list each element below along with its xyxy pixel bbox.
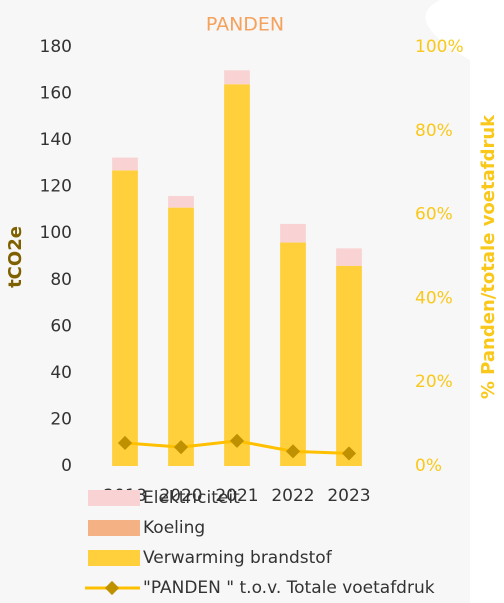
y-tick-label: 180 — [40, 37, 72, 57]
chart-title: PANDEN — [206, 14, 284, 36]
x-tick-label: 2021 — [215, 486, 258, 506]
y-tick-label: 60 — [50, 316, 72, 336]
bar-segment — [224, 84, 250, 466]
x-tick-label: 2022 — [271, 486, 314, 506]
y-tick-label: 100 — [40, 223, 72, 243]
bar-segment — [336, 265, 362, 466]
y-tick-label: 80 — [50, 270, 72, 290]
bar-segment — [280, 242, 306, 466]
line-marker — [229, 433, 245, 448]
y2-tick-label: 40% — [415, 288, 453, 308]
bar-segment — [224, 70, 250, 85]
y-tick-label: 120 — [40, 177, 72, 197]
bar-segment — [168, 195, 194, 208]
y2-tick-label: 100% — [415, 37, 464, 57]
x-tick-label: 2023 — [327, 486, 370, 506]
legend-marker — [104, 580, 120, 596]
y-tick-label: 20 — [50, 409, 72, 429]
y2-tick-label: 20% — [415, 372, 453, 392]
legend-label: Verwarming brandstof — [143, 548, 333, 568]
y-tick-label: 0 — [61, 456, 72, 476]
y-tick-label: 140 — [40, 130, 72, 150]
bar-segment — [112, 170, 138, 466]
line-marker — [117, 435, 133, 451]
line-marker — [285, 444, 301, 459]
bar-segment — [168, 207, 194, 466]
bar-segment — [336, 248, 362, 266]
y-axis-title: tCO2e — [5, 226, 26, 288]
legend-swatch — [88, 520, 140, 536]
line-marker — [173, 440, 189, 455]
legend-label: Koeling — [143, 518, 205, 538]
y2-tick-label: 80% — [415, 121, 453, 141]
legend-label: Elektriciteit — [143, 488, 240, 508]
legend-swatch — [88, 550, 140, 566]
y2-tick-label: 60% — [415, 205, 453, 225]
legend-swatch — [88, 490, 140, 506]
y-tick-label: 40 — [50, 363, 72, 383]
line-marker — [341, 446, 357, 461]
legend-label: "PANDEN " t.o.v. Totale voetafdruk — [143, 578, 435, 598]
bar-segment — [280, 223, 306, 243]
bar-segment — [112, 157, 138, 171]
y-tick-label: 160 — [40, 84, 72, 104]
y2-tick-label: 0% — [415, 456, 442, 476]
x-tick-label: 2020 — [159, 486, 202, 506]
y2-axis-title: % Panden/totale voetafdruk — [478, 114, 499, 399]
